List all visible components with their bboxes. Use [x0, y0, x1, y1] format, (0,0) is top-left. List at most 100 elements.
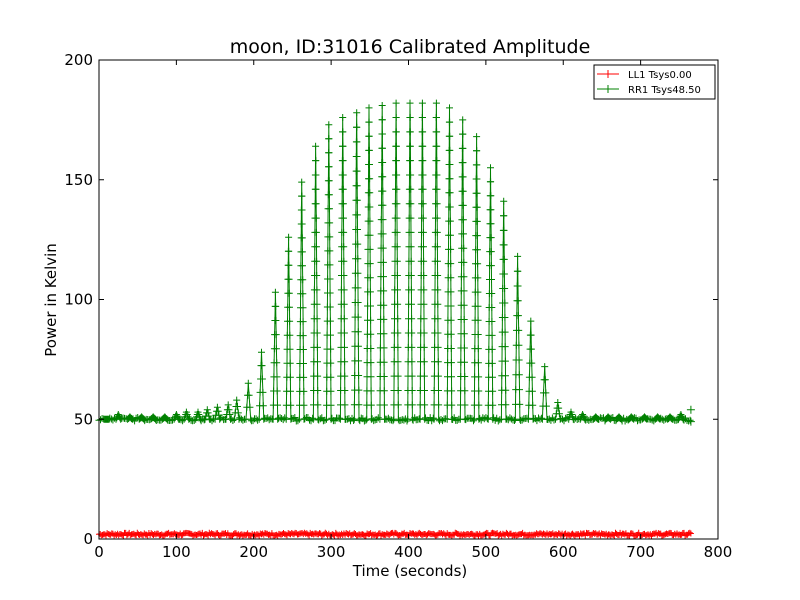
data-point [378, 116, 386, 124]
data-point [460, 344, 468, 352]
data-point [299, 332, 307, 340]
data-point [312, 157, 320, 165]
data-point [487, 220, 495, 228]
data-point [355, 372, 363, 379]
data-point [313, 300, 321, 308]
data-point [379, 187, 387, 195]
data-point [354, 240, 362, 248]
x-tick-label: 800 [704, 543, 733, 561]
data-point [474, 260, 482, 268]
data-point [408, 401, 416, 409]
data-point [383, 415, 391, 423]
data-point [448, 373, 455, 381]
data-point [407, 257, 415, 265]
data-point [325, 177, 333, 185]
data-point [527, 331, 535, 339]
data-point [489, 401, 497, 409]
data-point [366, 175, 374, 183]
data-point [179, 417, 187, 425]
data-point [420, 372, 428, 380]
data-point [407, 286, 415, 294]
data-point [446, 203, 454, 211]
data-point [366, 274, 374, 282]
data-point [460, 301, 468, 309]
data-point [366, 245, 374, 253]
data-point [313, 257, 321, 265]
chart-title: moon, ID:31016 Calibrated Amplitude [230, 36, 591, 58]
data-point [313, 329, 321, 337]
data-point [384, 414, 392, 422]
data-point [245, 391, 253, 399]
data-point [341, 343, 348, 351]
x-tick-label: 700 [626, 543, 655, 561]
data-point [442, 415, 450, 423]
data-point [355, 386, 363, 394]
data-point [213, 403, 221, 411]
data-point [542, 389, 550, 397]
data-point [487, 192, 495, 200]
data-point [393, 200, 401, 208]
data-point [434, 358, 442, 366]
data-point [419, 128, 427, 136]
data-point [273, 359, 281, 367]
data-point [379, 244, 387, 252]
x-tick-label: 500 [472, 543, 501, 561]
data-point [299, 290, 307, 298]
data-point [474, 288, 482, 296]
legend-marker [604, 85, 612, 93]
data-point [394, 401, 402, 409]
data-point [514, 282, 522, 290]
data-point [326, 289, 334, 297]
data-point [579, 411, 587, 418]
data-point [229, 417, 237, 424]
data-point [475, 387, 483, 395]
data-point [326, 219, 334, 227]
data-point [407, 157, 414, 165]
data-point [354, 226, 361, 233]
data-point [407, 185, 415, 193]
data-point [500, 226, 508, 234]
data-point [515, 341, 523, 349]
data-point [555, 404, 563, 412]
data-point [595, 415, 603, 423]
data-point [298, 206, 306, 214]
data-point [298, 192, 306, 200]
data-point [429, 414, 437, 422]
data-point [244, 379, 252, 387]
data-point [300, 360, 307, 367]
data-point [483, 415, 491, 423]
y-tick-label: 200 [64, 51, 93, 69]
data-point [366, 231, 374, 239]
data-point [340, 257, 348, 265]
data-point [554, 399, 562, 406]
data-point [514, 312, 522, 320]
data-point [660, 416, 668, 424]
data-point [459, 187, 467, 195]
data-point [278, 415, 286, 422]
data-point [446, 217, 454, 225]
data-point [474, 345, 482, 353]
data-point [339, 157, 347, 165]
data-point [341, 401, 349, 409]
plot-area [95, 99, 695, 539]
data-point [234, 403, 241, 410]
data-point [408, 300, 415, 308]
data-point [460, 330, 468, 338]
data-point [648, 416, 656, 424]
data-point [287, 401, 295, 409]
data-point [474, 359, 482, 367]
data-point [326, 233, 334, 241]
data-point [172, 411, 180, 418]
data-point [446, 104, 453, 112]
data-point [341, 372, 349, 380]
data-point [312, 142, 320, 150]
data-point [326, 205, 333, 213]
data-point [340, 228, 348, 236]
data-point [523, 414, 531, 422]
data-point [515, 371, 523, 379]
data-point [515, 356, 523, 364]
data-point [394, 286, 401, 294]
data-point [365, 104, 373, 112]
data-point [460, 258, 468, 266]
data-point [541, 376, 549, 384]
